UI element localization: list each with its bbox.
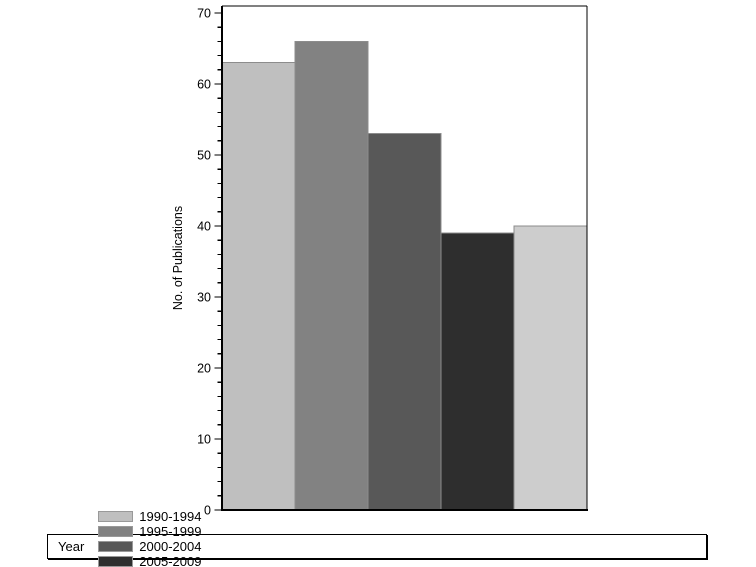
legend-swatch-1995-1999 [98,526,134,537]
plot-frame [221,5,588,511]
legend-swatch-1990-1994 [98,511,134,522]
y-tick-label-70: 70 [197,7,211,21]
y-axis-ticks: 0 10 20 30 40 50 60 70 [197,7,222,518]
legend: Year 1990-1994 1995-1999 2000-2004 2005-200… [47,509,707,567]
y-tick-label-60: 60 [197,78,211,92]
legend-label: 2005-2009 [139,554,202,567]
y-tick-label-40: 40 [197,220,211,234]
legend-item-2005-2009: 2005-2009 [98,554,201,567]
legend-title: Year [58,539,85,554]
bars [221,40,588,511]
legend-label: 1990-1994 [139,509,202,524]
legend-items: 1990-19941995-19992000-20042005-20092010… [98,509,225,567]
y-tick-label-30: 30 [197,291,211,305]
bar-1990-1994 [221,62,296,511]
legend-item-1990-1994: 1990-1994 [98,509,201,524]
legend-swatch-2005-2009 [98,556,134,567]
y-tick-label-0: 0 [204,504,211,518]
bar-1995-1999 [294,40,369,511]
legend-item-2000-2004: 2000-2004 [98,539,201,554]
legend-label: 2000-2004 [139,539,202,554]
bar-2005-2009 [440,232,515,511]
bar-2000-2004 [367,133,442,511]
legend-item-1995-1999: 1995-1999 [98,524,201,539]
y-axis-title: No. of Publications [171,206,185,310]
legend-label: 1995-1999 [139,524,202,539]
y-tick-label-20: 20 [197,362,211,376]
bar-2010-2014 [513,225,588,511]
y-tick-label-10: 10 [197,433,211,447]
legend-swatch-2000-2004 [98,541,134,552]
y-tick-label-50: 50 [197,149,211,163]
